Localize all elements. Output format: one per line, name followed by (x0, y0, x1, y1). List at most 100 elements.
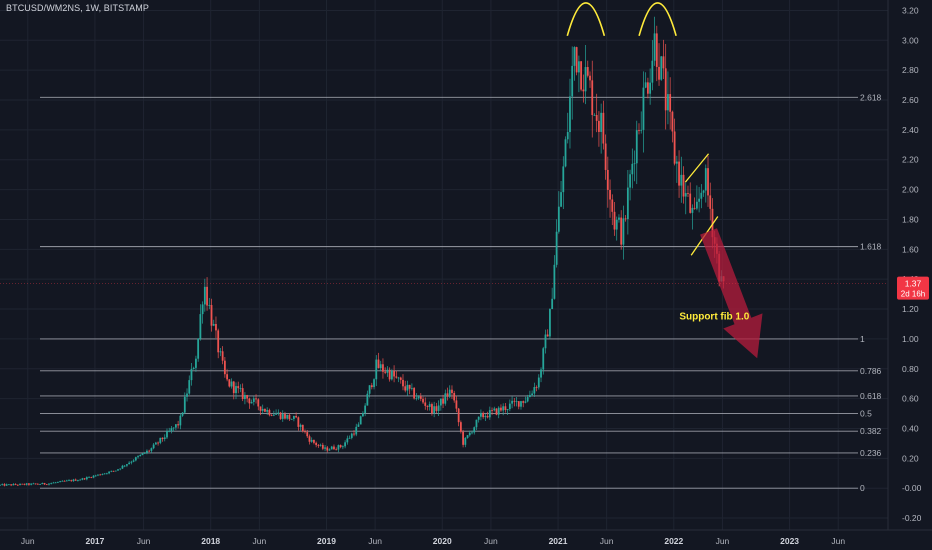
candle-body (228, 379, 231, 387)
candle-body (673, 131, 676, 164)
candle-body (457, 408, 460, 423)
candle-body (379, 364, 382, 368)
candle-body (183, 396, 186, 413)
candle-body (335, 449, 338, 451)
candle-body (453, 392, 456, 401)
candle-body (219, 351, 222, 353)
price-tick-label: 2.00 (902, 185, 919, 195)
candle-body (442, 398, 444, 404)
candle-body (620, 217, 623, 245)
candle-body (161, 437, 164, 439)
candle-body (433, 406, 436, 414)
candle-body (226, 374, 228, 380)
candle-body (297, 417, 300, 427)
candle-body (611, 199, 614, 212)
candle-body (480, 412, 482, 417)
candle-body (426, 405, 429, 407)
candle-body (542, 348, 545, 370)
candle-body (589, 75, 591, 81)
candle-body (511, 400, 513, 404)
candle-body (192, 367, 195, 370)
candle-body (201, 304, 204, 315)
candle-body (206, 286, 208, 306)
candle-body (473, 427, 476, 433)
candle-body (642, 87, 645, 130)
candle-body (317, 445, 320, 446)
candle-body (524, 401, 527, 403)
candle-body (304, 431, 306, 433)
candle-body (5, 484, 8, 486)
price-tick-label: -0.20 (902, 513, 922, 523)
fib-label: 0.382 (860, 426, 882, 436)
candle-body (388, 369, 391, 380)
candle-body (707, 168, 709, 196)
candle-body (324, 447, 326, 449)
candle-body (146, 450, 148, 453)
time-axis[interactable]: Jun 2017 Jun 2018 Jun 2019 Jun 2020 Jun 2021 Jun 20… (21, 536, 845, 546)
price-tick-label: 2.20 (902, 155, 919, 165)
forecast-arrow (700, 228, 763, 359)
candle-body (593, 114, 596, 116)
candle-body (56, 481, 59, 483)
candle-body (549, 309, 551, 337)
candle-body (406, 384, 409, 391)
candle-body (437, 405, 440, 411)
time-tick-label: Jun (600, 536, 614, 546)
candle-body (85, 477, 88, 480)
candle-body (513, 400, 516, 402)
candle-body (520, 401, 522, 407)
candle-body (14, 484, 17, 485)
candle-body (259, 406, 262, 411)
candle-body (32, 483, 35, 485)
candle-body (157, 442, 159, 444)
candle-body (139, 454, 142, 457)
candle-body (368, 385, 371, 394)
price-tick-label: 0.60 (902, 394, 919, 404)
candle-body (419, 396, 422, 399)
candle-body (350, 433, 353, 438)
symbol-title[interactable]: BTCUSD/WM2NS, 1W, BITSTAMP (6, 3, 149, 13)
candle-body (63, 480, 66, 482)
candle-body (186, 393, 188, 397)
candle-body (8, 484, 10, 486)
candle-body (41, 482, 44, 485)
candle-body (286, 414, 289, 419)
price-tick-label: 0.40 (902, 423, 919, 433)
candle-body (431, 404, 433, 414)
candle-body (671, 111, 674, 132)
fib-label: 0.786 (860, 366, 882, 376)
candle-body (90, 477, 93, 478)
candle-body (357, 424, 360, 427)
time-tick-label: Jun (21, 536, 35, 546)
candle-body (10, 484, 13, 486)
candle-body (72, 479, 75, 482)
candle-body (275, 413, 277, 415)
candle-body (359, 416, 362, 425)
candle-body (629, 174, 631, 188)
candle-body (551, 298, 554, 310)
candle-body (252, 398, 255, 402)
candle-body (48, 483, 50, 485)
candle-body (682, 174, 685, 197)
candle-body (212, 323, 215, 326)
candle-body (74, 479, 77, 481)
candle-body (402, 379, 404, 387)
candle-body (223, 360, 226, 375)
candle-body (36, 483, 39, 485)
candle-body (45, 484, 48, 486)
candle-body (108, 471, 110, 474)
candle-body (362, 413, 364, 417)
candle-body (221, 351, 224, 361)
candle-body (477, 416, 480, 420)
price-tick-label: 0.20 (902, 453, 919, 463)
candle-body (702, 190, 705, 193)
support-fib-label: Support fib 1.0 (679, 311, 749, 322)
candle-body (609, 189, 611, 200)
candle-body (159, 437, 162, 443)
candle-body (693, 207, 696, 209)
candle-body (633, 163, 636, 165)
candle-body (170, 428, 173, 432)
candle-body (553, 264, 556, 299)
candle-body (415, 398, 418, 400)
